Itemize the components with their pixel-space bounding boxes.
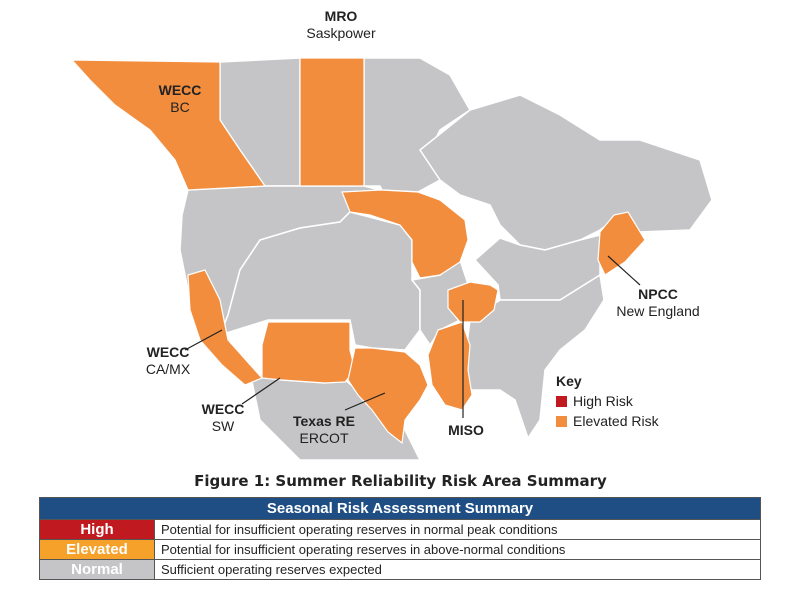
elevated-risk-regions	[70, 57, 646, 445]
label-texas-re: Texas RE ERCOT	[284, 413, 364, 447]
label-mro-sub: Saskpower	[306, 25, 376, 41]
wecc-camx-leader-line	[184, 329, 223, 351]
label-npcc-region: NPCC	[638, 286, 678, 302]
key-title: Key	[556, 373, 582, 389]
label-wecc-camx-region: WECC	[146, 344, 190, 360]
label-miso: MISO	[440, 422, 492, 439]
wecc-sw-area	[261, 321, 356, 384]
risk-level-normal: Normal	[39, 559, 155, 580]
label-wecc-camx-sub: CA/MX	[145, 361, 191, 377]
key-swatch-high	[556, 395, 567, 407]
texas-re-ercot-area	[347, 347, 429, 445]
leader-lines	[184, 255, 641, 418]
map-key: Key High Risk Elevated Risk	[556, 371, 659, 431]
label-wecc-bc-sub: BC	[170, 99, 190, 115]
label-mro-region: MRO	[324, 8, 358, 24]
label-npcc-sub: New England	[616, 303, 700, 319]
miso-central-area	[447, 281, 499, 323]
label-texas-re-region: Texas RE	[293, 413, 355, 429]
wecc-bc-area	[70, 59, 267, 191]
label-wecc-camx: WECC CA/MX	[132, 344, 204, 378]
risk-area-map	[70, 57, 713, 460]
wecc-ca-mx-area	[187, 269, 264, 386]
neutral-regions	[179, 57, 713, 460]
label-wecc-bc: WECC BC	[150, 82, 210, 116]
key-label-elevated: Elevated Risk	[573, 413, 659, 429]
label-wecc-bc-region: WECC	[158, 82, 202, 98]
key-swatch-elevated	[556, 415, 567, 427]
table-row: High Potential for insufficient operatin…	[39, 519, 761, 540]
npcc-leader-line	[607, 255, 641, 286]
label-wecc-sw: WECC SW	[193, 401, 253, 435]
table-row: Elevated Potential for insufficient oper…	[39, 539, 761, 560]
label-miso-region: MISO	[448, 422, 484, 438]
npcc-new-england-area	[597, 211, 646, 276]
mro-saskpower-area	[299, 57, 365, 187]
risk-summary-table: Seasonal Risk Assessment Summary High Po…	[39, 497, 761, 580]
key-item-elevated: Elevated Risk	[556, 411, 659, 431]
figure-caption: Figure 1: Summer Reliability Risk Area S…	[194, 472, 607, 490]
risk-description-high: Potential for insufficient operating res…	[154, 519, 761, 540]
label-texas-re-sub: ERCOT	[299, 430, 349, 446]
key-item-high: High Risk	[556, 391, 659, 411]
table-header-row: Seasonal Risk Assessment Summary	[39, 497, 761, 520]
label-mro: MRO Saskpower	[296, 8, 386, 42]
label-wecc-sw-sub: SW	[211, 418, 235, 434]
texas-re-leader-line	[344, 392, 386, 411]
risk-description-normal: Sufficient operating reserves expected	[154, 559, 761, 580]
wecc-sw-leader-line	[241, 377, 281, 405]
risk-level-high: High	[39, 519, 155, 540]
table-title: Seasonal Risk Assessment Summary	[39, 497, 761, 520]
label-wecc-sw-region: WECC	[201, 401, 245, 417]
key-label-high: High Risk	[573, 393, 633, 409]
us-southeast-region	[464, 273, 605, 440]
miso-south-area	[427, 321, 473, 411]
risk-description-elevated: Potential for insufficient operating res…	[154, 539, 761, 560]
risk-level-elevated: Elevated	[39, 539, 155, 560]
miso-north-area	[341, 189, 469, 279]
table-row: Normal Sufficient operating reserves exp…	[39, 559, 761, 580]
label-npcc: NPCC New England	[608, 286, 708, 320]
